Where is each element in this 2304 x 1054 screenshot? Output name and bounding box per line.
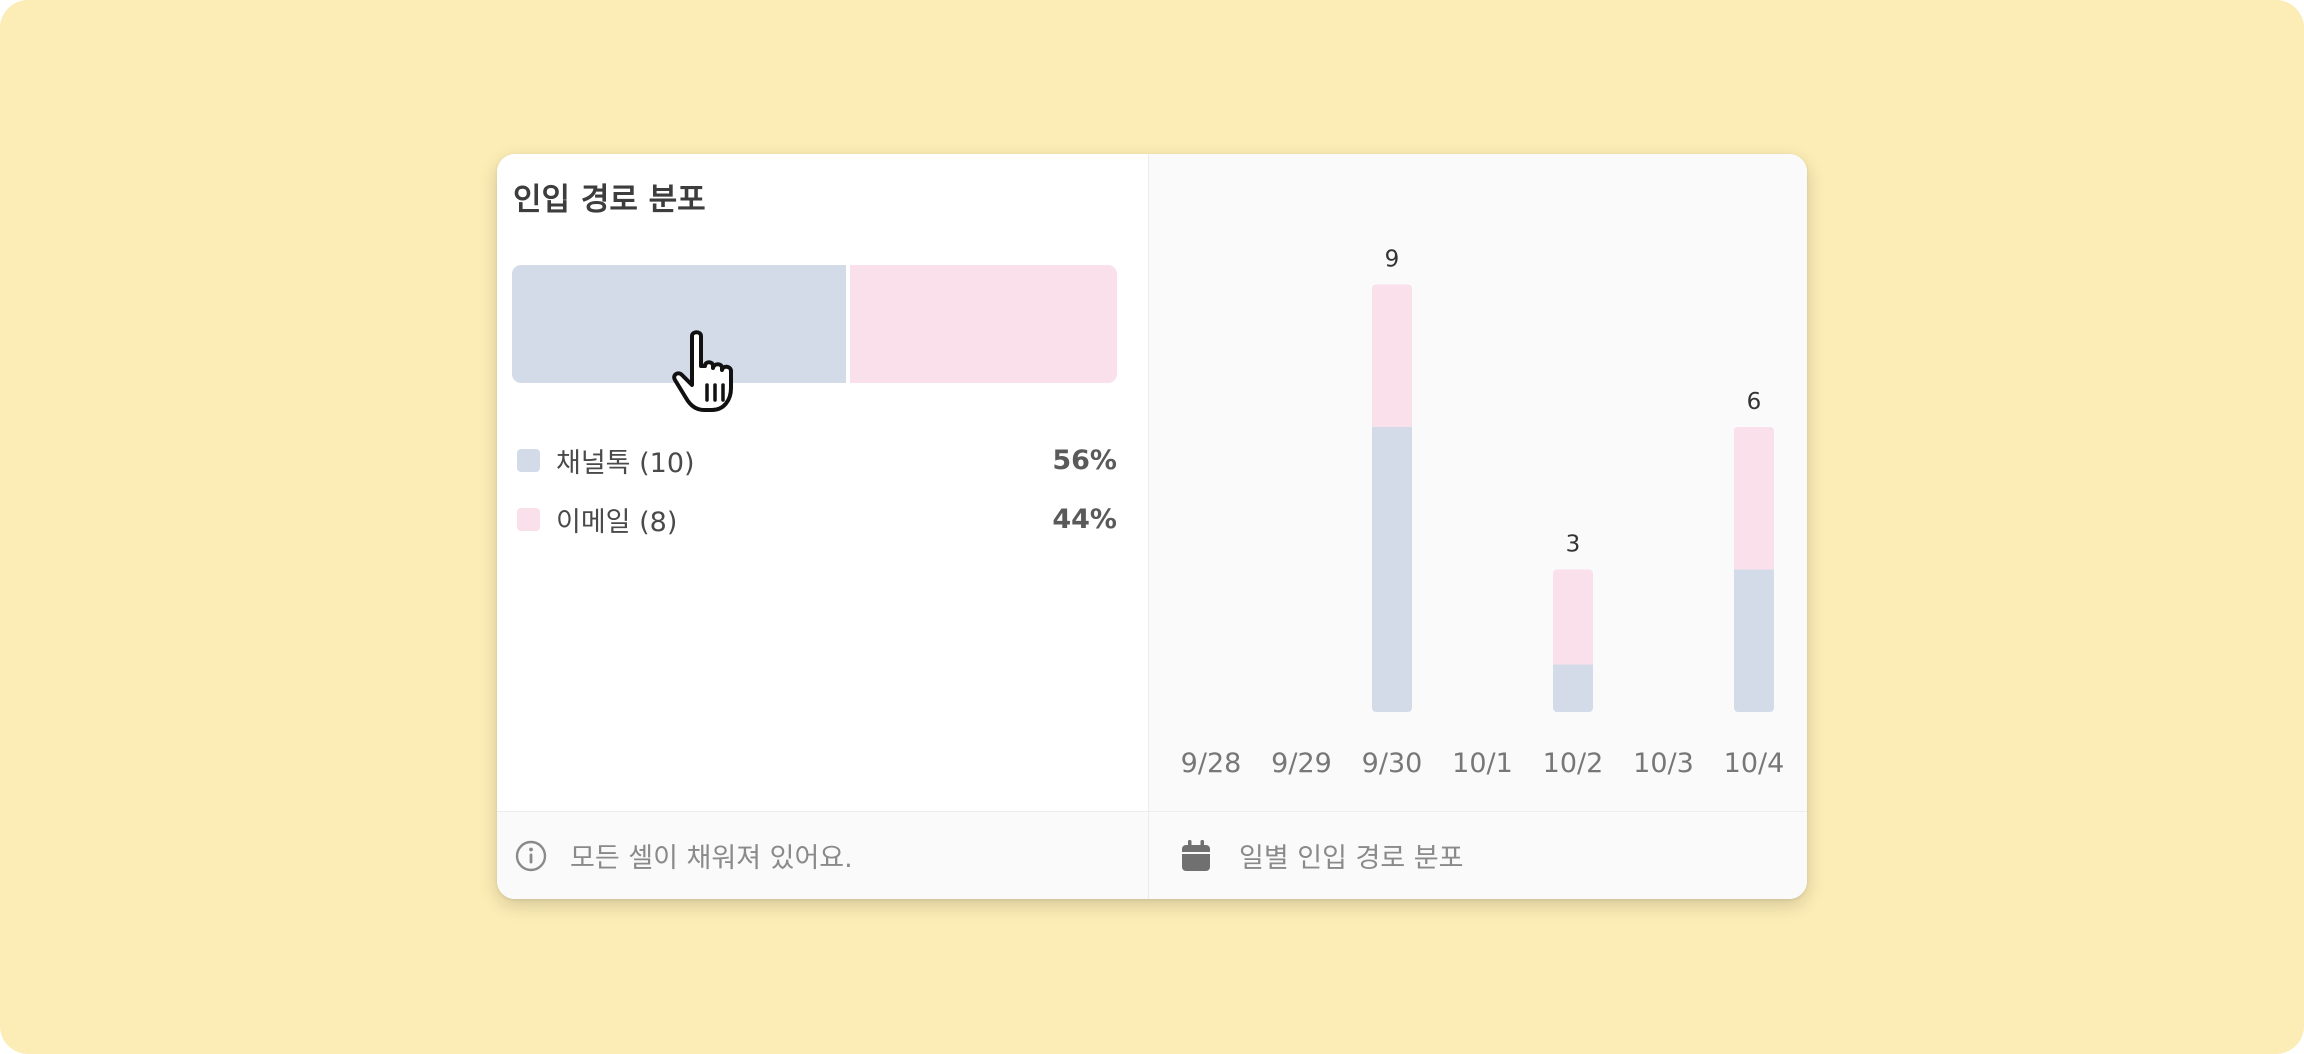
x-tick-label: 10/4: [1724, 748, 1785, 779]
inflow-distribution-card: 인입 경로 분포 채널톡 (10) 56% 이메일 (8) 44% 모든 셀이 채워져…: [497, 154, 1807, 899]
daily-chart-panel: 9/28 9/29 9 9/30 10/1 3 10/2 10/3 6 10/4 일별 인입 경로…: [1148, 154, 1807, 899]
bar-total-label: 6: [1747, 389, 1762, 415]
ratio-segment-2[interactable]: [849, 265, 1117, 383]
legend-percent: 44%: [1052, 504, 1117, 535]
bar-total-label: 3: [1566, 532, 1581, 558]
bar-segment-10/2-2[interactable]: [1553, 569, 1593, 665]
bar-segment-9/30-1[interactable]: [1372, 427, 1412, 712]
hand-pointer-cursor-icon: [672, 330, 733, 412]
distribution-panel: 인입 경로 분포 채널톡 (10) 56% 이메일 (8) 44% 모든 셀이 채워져…: [497, 154, 1148, 899]
x-tick-label: 10/3: [1633, 748, 1694, 779]
bar-segment-10/2-1[interactable]: [1553, 664, 1593, 713]
card-title: 인입 경로 분포: [513, 182, 706, 218]
legend-swatch: [517, 449, 540, 472]
info-icon: [514, 839, 548, 873]
bar-segment-9/30-2[interactable]: [1372, 284, 1412, 428]
footer-status-text: 모든 셀이 채워져 있어요.: [570, 843, 853, 874]
x-tick-label: 9/28: [1181, 748, 1242, 779]
legend-label: 이메일 (8): [556, 507, 678, 538]
bar-segment-10/4-1[interactable]: [1734, 569, 1774, 713]
legend-item: 이메일 (8) 44%: [517, 490, 1117, 549]
legend-swatch: [517, 508, 540, 531]
x-tick-label: 10/2: [1543, 748, 1604, 779]
x-tick-label: 9/29: [1271, 748, 1332, 779]
daily-stacked-bar-chart: 9/28 9/29 9 9/30 10/1 3 10/2 10/3 6 10/4: [1181, 247, 1785, 780]
calendar-icon: [1181, 839, 1215, 873]
x-tick-label: 10/1: [1452, 748, 1513, 779]
legend-percent: 56%: [1052, 445, 1117, 476]
ratio-bar[interactable]: [512, 265, 1117, 383]
left-footer: 모든 셀이 채워져 있어요.: [497, 811, 1148, 899]
legend-label: 채널톡 (10): [556, 448, 695, 479]
chart-caption: 일별 인입 경로 분포: [1239, 843, 1464, 874]
legend: 채널톡 (10) 56% 이메일 (8) 44%: [517, 431, 1117, 549]
bar-total-label: 9: [1385, 247, 1400, 273]
right-footer: 일별 인입 경로 분포: [1149, 811, 1807, 899]
ratio-segment-1[interactable]: [512, 265, 846, 383]
x-tick-label: 9/30: [1362, 748, 1423, 779]
bar-segment-10/4-2[interactable]: [1734, 427, 1774, 570]
legend-item: 채널톡 (10) 56%: [517, 431, 1117, 490]
